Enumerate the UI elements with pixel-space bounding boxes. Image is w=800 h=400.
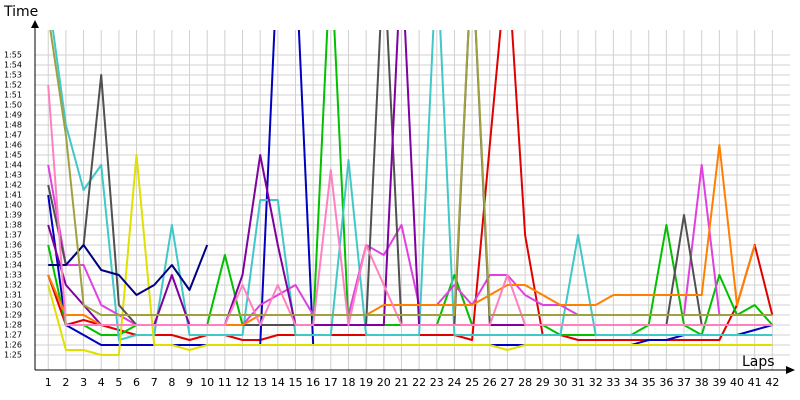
x-tick-label: 9 xyxy=(186,376,193,389)
x-tick-label: 40 xyxy=(730,376,744,389)
series-line xyxy=(47,30,773,346)
y-tick-label: 1:44 xyxy=(4,161,22,170)
x-axis-title: Laps xyxy=(742,354,775,370)
y-arrow xyxy=(31,20,39,28)
y-tick-label: 1:40 xyxy=(4,201,22,210)
x-tick-label: 5 xyxy=(115,376,122,389)
series-line xyxy=(47,84,773,326)
y-tick-label: 1:27 xyxy=(4,331,22,340)
series-line xyxy=(47,30,773,326)
y-tick-label: 1:25 xyxy=(4,351,22,360)
series-line xyxy=(47,30,773,326)
x-tick-label: 11 xyxy=(218,376,232,389)
x-tick-label: 4 xyxy=(98,376,105,389)
x-arrow xyxy=(786,366,795,374)
y-tick-label: 1:30 xyxy=(4,301,22,310)
x-tick-label: 22 xyxy=(412,376,426,389)
x-tick-label: 28 xyxy=(518,376,532,389)
x-tick-label: 12 xyxy=(236,376,250,389)
y-tick-label: 1:26 xyxy=(4,341,22,350)
x-tick-label: 14 xyxy=(271,376,285,389)
x-tick-label: 18 xyxy=(341,376,355,389)
y-tick-label: 1:39 xyxy=(4,211,22,220)
series-line xyxy=(47,30,774,341)
x-tick-label: 15 xyxy=(288,376,302,389)
x-tick-label: 8 xyxy=(168,376,175,389)
x-tick-label: 33 xyxy=(606,376,620,389)
y-axis-title: Time xyxy=(3,4,38,20)
x-tick-label: 34 xyxy=(624,376,638,389)
y-tick-label: 1:29 xyxy=(4,311,22,320)
series-line xyxy=(51,30,773,341)
x-tick-label: 16 xyxy=(306,376,320,389)
x-tick-label: 1 xyxy=(45,376,52,389)
x-tick-label: 2 xyxy=(62,376,69,389)
y-tick-label: 1:54 xyxy=(4,61,22,70)
series-line xyxy=(49,30,773,316)
series-line xyxy=(47,154,773,356)
x-tick-label: 30 xyxy=(553,376,567,389)
y-tick-label: 1:41 xyxy=(4,191,22,200)
x-tick-label: 36 xyxy=(659,376,673,389)
y-tick-label: 1:38 xyxy=(4,221,22,230)
y-tick-label: 1:46 xyxy=(4,141,22,150)
x-tick-label: 42 xyxy=(765,376,779,389)
y-tick-label: 1:53 xyxy=(4,71,22,80)
y-tick-label: 1:35 xyxy=(4,251,22,260)
plot xyxy=(47,30,774,356)
y-tick-label: 1:55 xyxy=(4,51,22,60)
x-tick-label: 13 xyxy=(253,376,267,389)
x-tick-label: 32 xyxy=(589,376,603,389)
x-tick-label: 41 xyxy=(748,376,762,389)
x-tick-label: 3 xyxy=(80,376,87,389)
x-tick-label: 25 xyxy=(465,376,479,389)
x-tick-label: 31 xyxy=(571,376,585,389)
x-tick-label: 10 xyxy=(200,376,214,389)
y-tick-label: 1:37 xyxy=(4,231,22,240)
y-tick-label: 1:50 xyxy=(4,101,22,110)
y-tick-label: 1:52 xyxy=(4,81,22,90)
y-tick-label: 1:36 xyxy=(4,241,22,250)
x-tick-label: 21 xyxy=(394,376,408,389)
y-tick-label: 1:42 xyxy=(4,181,22,190)
x-tick-label: 27 xyxy=(500,376,514,389)
series-line xyxy=(48,244,209,296)
y-tick-label: 1:34 xyxy=(4,261,22,270)
y-tick-label: 1:28 xyxy=(4,321,22,330)
x-tick-label: 37 xyxy=(677,376,691,389)
x-tick-label: 17 xyxy=(324,376,338,389)
y-tick-label: 1:45 xyxy=(4,151,22,160)
y-tick-label: 1:49 xyxy=(4,111,22,120)
x-tick-label: 35 xyxy=(642,376,656,389)
y-tick-label: 1:31 xyxy=(4,291,22,300)
x-tick-label: 6 xyxy=(133,376,140,389)
x-tick-label: 29 xyxy=(536,376,550,389)
y-tick-label: 1:32 xyxy=(4,281,22,290)
x-tick-label: 19 xyxy=(359,376,373,389)
x-tick-label: 38 xyxy=(695,376,709,389)
x-tick-label: 20 xyxy=(377,376,391,389)
x-tick-label: 23 xyxy=(430,376,444,389)
y-tick-label: 1:33 xyxy=(4,271,22,280)
x-tick-label: 7 xyxy=(151,376,158,389)
x-tick-label: 39 xyxy=(712,376,726,389)
y-tick-label: 1:51 xyxy=(4,91,22,100)
y-tick-label: 1:48 xyxy=(4,121,22,130)
x-tick-label: 26 xyxy=(483,376,497,389)
x-tick-label: 24 xyxy=(447,376,461,389)
y-tick-label: 1:47 xyxy=(4,131,22,140)
y-tick-label: 1:43 xyxy=(4,171,22,180)
